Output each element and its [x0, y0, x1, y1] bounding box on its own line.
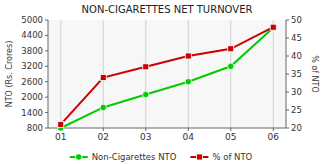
data-point [270, 24, 276, 30]
grid-line [188, 20, 189, 128]
x-tick-label: 02 [98, 132, 109, 142]
y2-tick-label: 35 [291, 69, 302, 79]
x-tick-label: 03 [140, 132, 151, 142]
y2-tick-label: 50 [291, 15, 302, 25]
y2-tick-label: 45 [291, 33, 302, 43]
y-tick-label: 1400 [21, 108, 43, 118]
y2-tick-label: 30 [291, 87, 302, 97]
data-point [143, 64, 149, 70]
y-tick-label: 2600 [21, 77, 43, 87]
title: NON-CIGARETTES NET TURNOVER [82, 4, 253, 15]
legend-label: Non-Cigarettes NTO [92, 152, 177, 162]
data-point [100, 104, 106, 110]
data-point [228, 63, 234, 69]
data-point [100, 75, 106, 81]
x-axis [48, 128, 286, 129]
y-tick-label: 3800 [21, 46, 43, 56]
x-tick-label: 01 [55, 132, 66, 142]
y2-axis-label: % of NTO [310, 55, 319, 93]
legend-marker [196, 154, 202, 160]
data-point [185, 79, 191, 85]
legend-item: Non-Cigarettes NTO [70, 152, 177, 162]
grid-line [273, 20, 274, 128]
y-axis-label: NTO (Rs. Crores) [5, 41, 14, 108]
y-tick-label: 2000 [21, 92, 43, 102]
y2-tick-label: 20 [291, 123, 302, 133]
x-tick-label: 05 [225, 132, 236, 142]
data-point [58, 121, 64, 127]
chart: 01 02 03 04 05 06 800 1400 2000 2600 3200 3800 4400 5… [0, 0, 322, 164]
x-tick-label: 06 [268, 132, 280, 142]
y2-tick-label: 25 [291, 105, 302, 115]
data-point [270, 25, 276, 31]
grid-line [145, 20, 146, 128]
data-point [185, 53, 191, 59]
y2-tick-label: 40 [291, 51, 302, 61]
grid-line [230, 20, 231, 128]
x-tick-label: 04 [183, 132, 195, 142]
grid-line [103, 20, 104, 128]
y-tick-label: 4400 [21, 30, 43, 40]
y2-axis [286, 20, 287, 128]
legend-label: % of NTO [212, 152, 252, 162]
series-line [61, 27, 274, 124]
y-tick-label: 800 [27, 123, 43, 133]
series-group [58, 24, 277, 131]
data-point [143, 91, 149, 97]
data-point [228, 46, 234, 52]
legend-marker [75, 154, 81, 160]
y-tick-label: 5000 [21, 15, 43, 25]
plot-area [48, 20, 286, 128]
y-tick-label: 3200 [21, 61, 43, 71]
legend: Non-Cigarettes NTO % of NTO [70, 152, 253, 162]
series-line [61, 28, 274, 128]
y-axis [48, 20, 49, 128]
grid-line [60, 20, 61, 128]
legend-item: % of NTO [190, 152, 252, 162]
